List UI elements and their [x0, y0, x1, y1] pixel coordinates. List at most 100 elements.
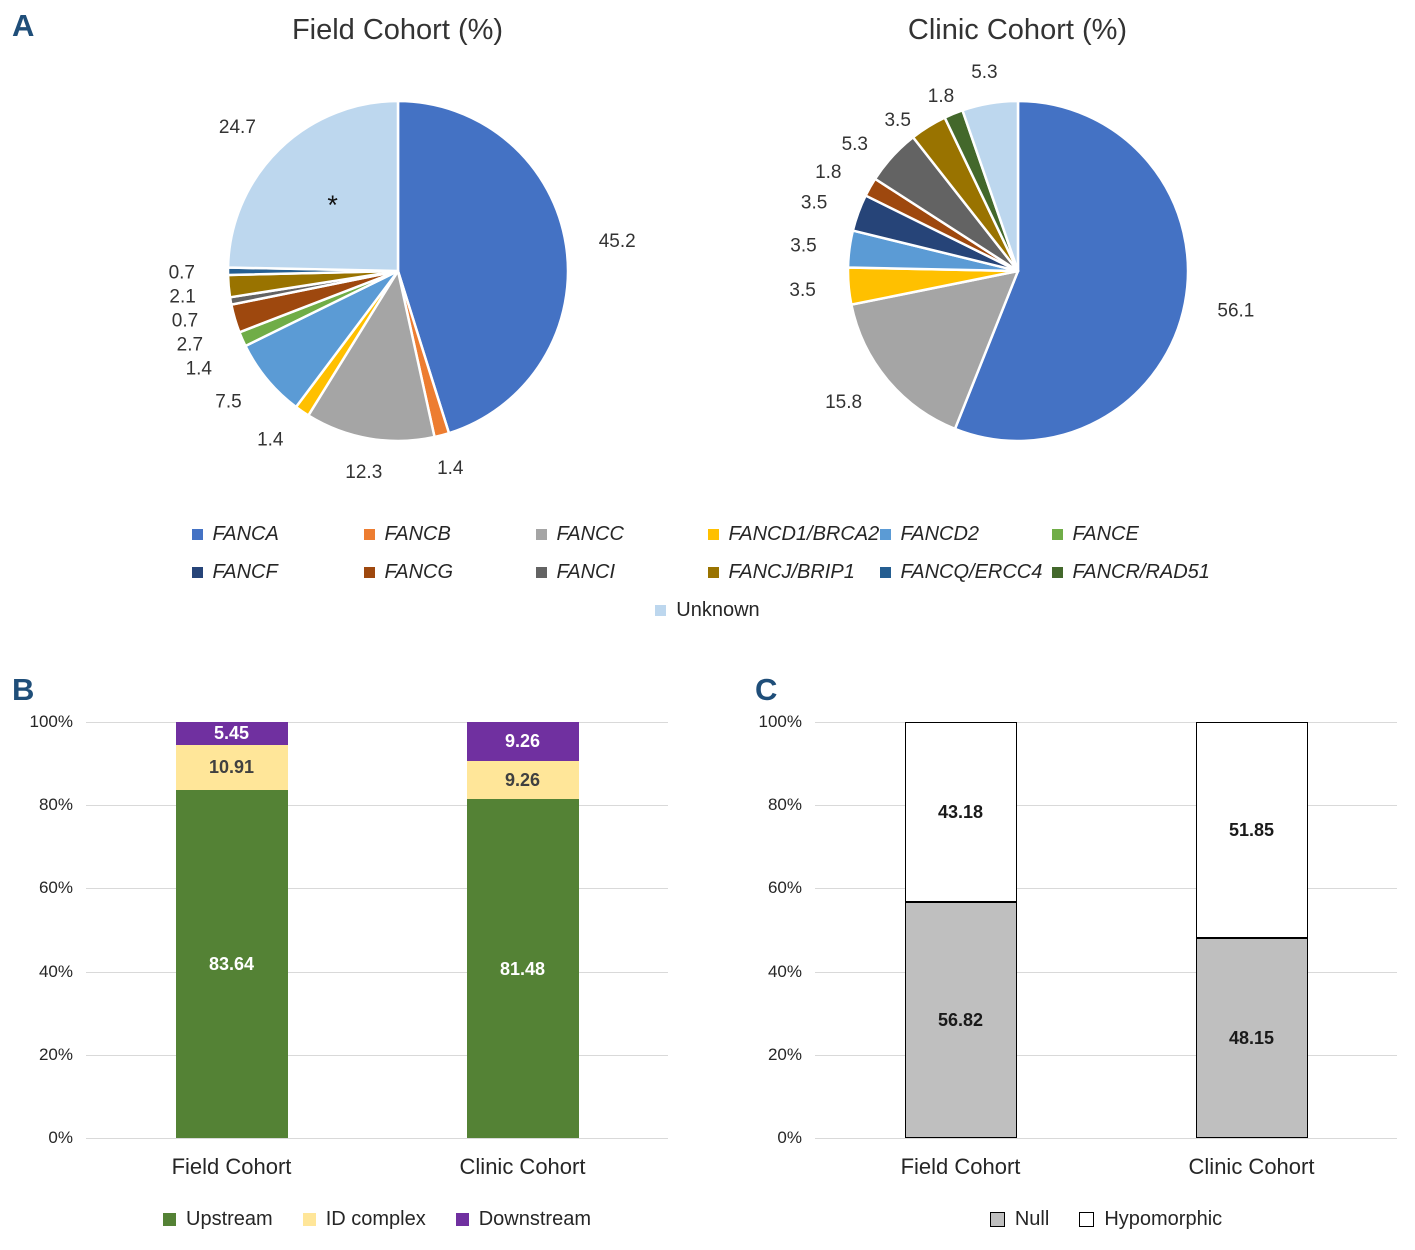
pie-value-label: 24.7 — [218, 117, 255, 138]
gridline — [86, 971, 668, 973]
y-axis-tick-label: 40% — [38, 961, 73, 981]
legend-item-fancr-rad51: FANCR/RAD51 — [1051, 561, 1224, 584]
legend-swatch-fancd2 — [879, 529, 891, 540]
legend-label: FANCR/RAD51 — [1072, 561, 1210, 583]
gene-legend: FANCA FANCB FANCC FANCD1/BRCA2 FANCD2 FANCE FA… — [0, 523, 1415, 622]
y-axis-tick-label: 80% — [767, 795, 802, 815]
bottom-panels: B 0% 20% 40% 60% 80% 100% 83.64 10.91 5.45 Field … — [0, 668, 1415, 1250]
clinic-cohort-pie-block: Clinic Cohort (%) 56.1 15.8 3.5 3.5 3.5 1.8 5.… — [708, 4, 1328, 517]
stacked-bar-clinic-cohort: 81.48 9.26 9.26 — [466, 722, 579, 1138]
gene-legend-row: FANCA FANCB FANCC FANCD1/BRCA2 FANCD2 FANCE — [0, 523, 1415, 546]
y-axis-tick-label: 20% — [767, 1044, 802, 1064]
legend-swatch-fancj-brip1 — [707, 567, 719, 578]
bar-segment-id-complex: 9.26 — [466, 760, 579, 800]
pie-slice-unknown — [960, 99, 1019, 273]
pie-value-label: 45.2 — [598, 231, 635, 252]
pie-value-label: 1.4 — [185, 358, 212, 379]
variant-type-chart: 0% 20% 40% 60% 80% 100% 56.82 43.18 Field Cohort… — [759, 712, 1397, 1179]
legend-item-fancq-ercc4: FANCQ/ERCC4 — [879, 561, 1052, 584]
pie-value-label: 5.3 — [841, 134, 867, 155]
panel-a: A Field Cohort (%) 45.2 1.4 12.3 1.4 7.5 1.4 2… — [0, 4, 1415, 622]
pie-value-label: 5.3 — [971, 62, 997, 83]
pie-slice-fanca — [953, 99, 1189, 443]
panel-b-letter: B — [12, 672, 35, 707]
pie-value-label: 1.8 — [927, 86, 953, 107]
pie-value-label: 3.5 — [790, 236, 816, 257]
clinic-cohort-pie-chart: 56.1 15.8 3.5 3.5 3.5 1.8 5.3 3.5 1.8 5.3 — [708, 47, 1328, 517]
legend-swatch-fancc — [535, 529, 547, 540]
legend-label: Downstream — [478, 1208, 591, 1230]
legend-swatch-fancf — [191, 567, 203, 578]
legend-label: FANCI — [556, 561, 616, 583]
pie-value-label: 2.1 — [169, 286, 195, 307]
field-cohort-pie-svg: 45.21.412.31.47.51.42.70.72.10.724.7* — [168, 99, 635, 483]
pie-value-label: 12.3 — [345, 462, 382, 483]
bar-segment-hypomorphic: 43.18 — [904, 722, 1017, 902]
legend-swatch-downstream — [455, 1213, 469, 1226]
x-axis-category-label: Field Cohort — [171, 1154, 292, 1179]
legend-item-fancf: FANCF — [191, 561, 364, 584]
legend-label: FANCQ/ERCC4 — [900, 561, 1043, 583]
legend-item-fancg: FANCG — [363, 561, 536, 584]
gene-legend-row: FANCF FANCG FANCI FANCJ/BRIP1 FANCQ/ERCC4 FAN… — [0, 561, 1415, 584]
legend-item-fancb: FANCB — [363, 523, 536, 546]
gridline — [86, 1054, 668, 1056]
legend-label: FANCG — [384, 561, 454, 583]
y-axis-tick-label: 0% — [777, 1128, 802, 1147]
y-axis-tick-label: 60% — [767, 878, 802, 898]
pie-value-label: 2.7 — [176, 334, 202, 355]
bar-segment-id-complex: 10.91 — [175, 744, 288, 791]
y-axis-tick-label: 20% — [38, 1044, 73, 1064]
stacked-bar-field-cohort: 56.82 43.18 — [904, 722, 1017, 1138]
bar-segment-null: 56.82 — [904, 901, 1017, 1138]
pie-slice-unknown — [226, 99, 399, 273]
legend-item-fancc: FANCC — [535, 523, 708, 546]
legend-item-fancd2: FANCD2 — [879, 523, 1052, 546]
legend-swatch-hypomorphic — [1079, 1212, 1095, 1227]
field-cohort-pie-title: Field Cohort (%) — [291, 14, 504, 46]
legend-item-null: Null — [989, 1208, 1049, 1231]
pie-value-label: 7.5 — [215, 392, 241, 413]
y-axis-tick-label: 0% — [48, 1128, 73, 1147]
legend-swatch-fancb — [363, 529, 375, 540]
legend-swatch-unknown — [655, 605, 667, 616]
clinic-cohort-pie-svg: 56.115.83.53.53.51.85.33.51.85.3 — [789, 62, 1254, 443]
field-cohort-pie-chart: 45.2 1.4 12.3 1.4 7.5 1.4 2.7 0.7 2.1 0.7 24.7 * — [88, 47, 708, 517]
panel-c-letter: C — [755, 672, 778, 707]
bar-segment-downstream: 5.45 — [175, 722, 288, 745]
legend-label: Upstream — [186, 1208, 273, 1230]
field-cohort-pie-block: Field Cohort (%) 45.2 1.4 12.3 1.4 7.5 1.4 2.7… — [88, 4, 708, 517]
legend-label: FANCF — [212, 561, 278, 583]
pie-value-label: 3.5 — [789, 280, 815, 301]
gridline — [815, 1138, 1397, 1139]
legend-label: FANCD2 — [900, 523, 980, 545]
pie-value-label: 56.1 — [1217, 300, 1254, 321]
bar-segment-hypomorphic: 51.85 — [1195, 722, 1308, 938]
y-axis-tick-label: 40% — [767, 961, 802, 981]
stacked-bar-field-cohort: 83.64 10.91 5.45 — [175, 722, 288, 1138]
legend-label: Hypomorphic — [1104, 1208, 1223, 1230]
legend-item-unknown: Unknown — [655, 599, 760, 622]
legend-item-fancd1-brca2: FANCD1/BRCA2 — [707, 523, 880, 546]
legend-swatch-fancq-ercc4 — [879, 567, 891, 578]
gridline — [815, 722, 1397, 723]
legend-item-id-complex: ID complex — [302, 1208, 426, 1231]
x-axis-category-label: Field Cohort — [900, 1154, 1021, 1179]
pie-slice-fancc — [306, 269, 436, 443]
asterisk-annotation: * — [327, 190, 338, 220]
bar-segment-null: 48.15 — [1195, 937, 1308, 1138]
mutation-location-chart: 0% 20% 40% 60% 80% 100% 83.64 10.91 5.45 Field Co… — [30, 712, 668, 1179]
y-axis-tick-label: 100% — [29, 712, 73, 731]
legend-item-upstream: Upstream — [163, 1208, 273, 1231]
legend-label: FANCB — [384, 523, 451, 545]
variant-type-legend: Null Hypomorphic — [815, 1208, 1397, 1231]
pie-value-label: 3.5 — [800, 192, 826, 213]
y-axis-tick-label: 60% — [38, 878, 73, 898]
legend-swatch-upstream — [163, 1213, 176, 1226]
legend-swatch-id-complex — [302, 1213, 316, 1226]
legend-label: Unknown — [676, 599, 760, 621]
stacked-bar-clinic-cohort: 48.15 51.85 — [1195, 722, 1308, 1138]
pie-value-label: 15.8 — [825, 392, 862, 413]
legend-item-fanci: FANCI — [535, 561, 708, 584]
legend-item-fanca: FANCA — [191, 523, 364, 546]
